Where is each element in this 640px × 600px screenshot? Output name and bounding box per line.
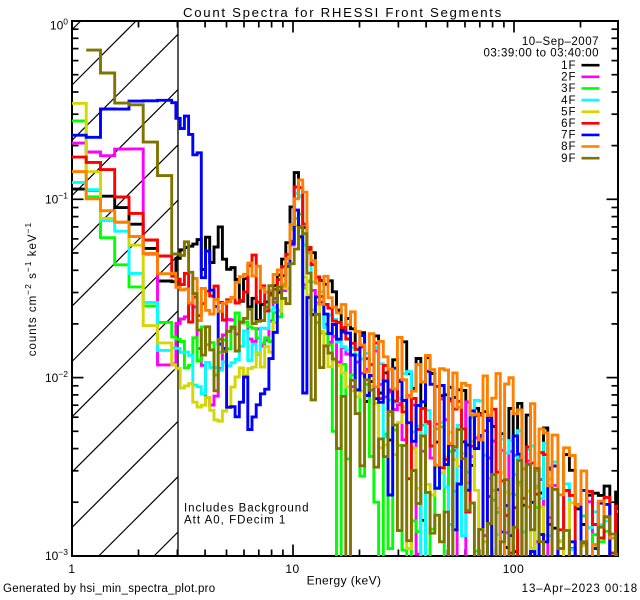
svg-text:10: 10 bbox=[285, 562, 299, 576]
svg-text:6F: 6F bbox=[561, 118, 576, 130]
svg-text:2F: 2F bbox=[561, 72, 576, 84]
svg-text:Generated by hsi_min_spectra_p: Generated by hsi_min_spectra_plot.pro bbox=[3, 583, 215, 595]
svg-text:1: 1 bbox=[68, 562, 75, 576]
svg-text:Energy (keV): Energy (keV) bbox=[307, 574, 382, 588]
svg-text:100: 100 bbox=[503, 562, 525, 576]
svg-text:Includes Background: Includes Background bbox=[184, 503, 309, 515]
svg-text:7F: 7F bbox=[561, 130, 576, 142]
svg-text:5F: 5F bbox=[561, 106, 576, 118]
svg-text:03:39:00 to 03:40:00: 03:39:00 to 03:40:00 bbox=[483, 48, 599, 60]
svg-text:8F: 8F bbox=[561, 141, 576, 153]
svg-text:3F: 3F bbox=[561, 83, 576, 95]
svg-text:1F: 1F bbox=[561, 60, 576, 72]
svg-text:counts cm−2 s−1 keV−1: counts cm−2 s−1 keV−1 bbox=[23, 222, 39, 357]
svg-text:Count Spectra for RHESSI Front: Count Spectra for RHESSI Front Segments bbox=[183, 5, 503, 20]
svg-text:4F: 4F bbox=[561, 95, 576, 107]
svg-text:13–Apr–2023 00:18: 13–Apr–2023 00:18 bbox=[522, 583, 638, 595]
svg-text:9F: 9F bbox=[561, 153, 576, 165]
svg-text:Att A0, FDecim 1: Att A0, FDecim 1 bbox=[184, 515, 286, 527]
svg-text:10–Sep–2007: 10–Sep–2007 bbox=[522, 36, 599, 48]
